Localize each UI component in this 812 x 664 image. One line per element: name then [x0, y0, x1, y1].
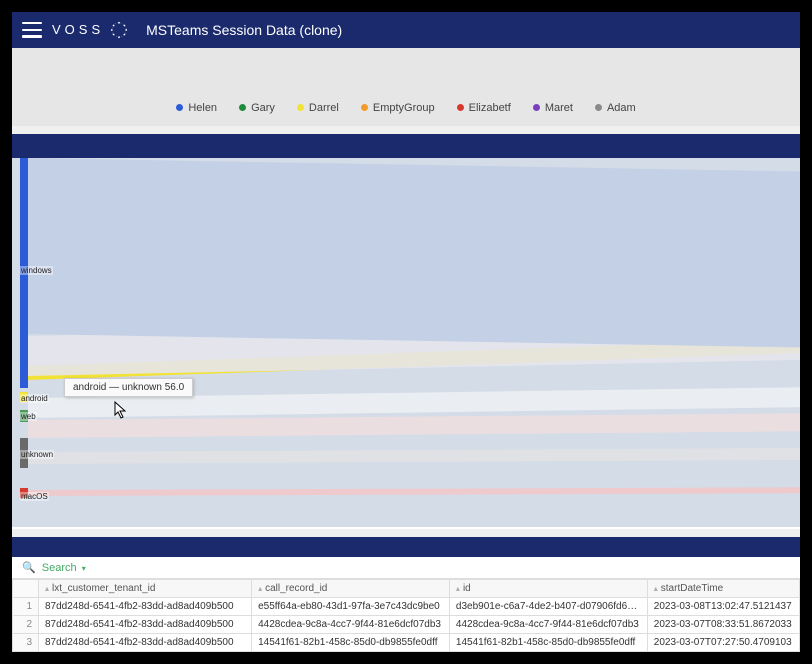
category-label: android	[20, 394, 49, 403]
legend-dot	[297, 104, 304, 111]
legend-item[interactable]: EmptyGroup	[361, 102, 435, 114]
table-cell: 14541f61-82b1-458c-85d0-db9855fe0dff	[449, 634, 647, 652]
chart-tooltip: android — unknown 56.0	[64, 378, 193, 397]
column-label: startDateTime	[661, 583, 723, 594]
table-header-bar	[12, 537, 800, 557]
legend-item[interactable]: Darrel	[297, 102, 339, 114]
search-icon: 🔍	[22, 562, 36, 574]
flow-band[interactable]	[28, 448, 800, 464]
column-label: id	[463, 583, 471, 594]
search-label: Search	[42, 562, 77, 574]
topbar: VOSS MSTeams Session Data (clone)	[12, 12, 800, 48]
legend-panel: Helen Gary Darrel EmptyGroup Elizabetf Maret A…	[12, 48, 800, 126]
table-cell: 2023-03-07T08:33:51.8672033	[647, 616, 799, 634]
table-panel: 🔍 Search ▾ ▴lxt_customer_tenant_id▴call_…	[12, 537, 800, 652]
legend-dot	[457, 104, 464, 111]
logo-text: VOSS	[52, 22, 104, 37]
table-cell: 87dd248d-6541-4fb2-83dd-ad8ad409b500	[39, 598, 252, 616]
sankey-chart[interactable]: windows android web unknown macOS android — u…	[12, 158, 800, 529]
legend-dot	[176, 104, 183, 111]
column-header[interactable]: ▴startDateTime	[647, 580, 799, 598]
category-label: windows	[20, 266, 53, 275]
table-cell: 4428cdea-9c8a-4cc7-9f44-81e6dcf07db3	[449, 616, 647, 634]
flow-band[interactable]	[28, 158, 800, 347]
legend-label: Helen	[188, 102, 217, 114]
table-row[interactable]: 287dd248d-6541-4fb2-83dd-ad8ad409b500442…	[13, 616, 800, 634]
table-cell: 2023-03-08T13:02:47.5121437	[647, 598, 799, 616]
column-header[interactable]: ▴call_record_id	[252, 580, 450, 598]
legend-item[interactable]: Gary	[239, 102, 275, 114]
category-label: web	[20, 412, 37, 421]
search-dropdown[interactable]: 🔍 Search ▾	[12, 557, 800, 579]
legend-dot	[361, 104, 368, 111]
table-cell: 87dd248d-6541-4fb2-83dd-ad8ad409b500	[39, 616, 252, 634]
legend-item[interactable]: Elizabetf	[457, 102, 511, 114]
flow-band[interactable]	[28, 413, 800, 438]
data-table: ▴lxt_customer_tenant_id▴call_record_id▴i…	[12, 579, 800, 652]
column-header[interactable]: ▴id	[449, 580, 647, 598]
menu-icon[interactable]	[22, 22, 42, 38]
chevron-down-icon: ▾	[82, 564, 86, 573]
table-row[interactable]: 187dd248d-6541-4fb2-83dd-ad8ad409b500e55…	[13, 598, 800, 616]
sort-icon: ▴	[456, 584, 460, 593]
sort-icon: ▴	[45, 584, 49, 593]
rownum-cell: 3	[13, 634, 39, 652]
column-label: lxt_customer_tenant_id	[52, 583, 155, 594]
rownum-cell: 1	[13, 598, 39, 616]
column-label: call_record_id	[265, 583, 327, 594]
legend-dot	[595, 104, 602, 111]
legend-label: Adam	[607, 102, 636, 114]
table-row[interactable]: 387dd248d-6541-4fb2-83dd-ad8ad409b500145…	[13, 634, 800, 652]
rownum-cell: 2	[13, 616, 39, 634]
table-cell: 2023-03-07T07:27:50.4709103	[647, 634, 799, 652]
legend-label: Maret	[545, 102, 573, 114]
category-label: macOS	[20, 492, 49, 501]
legend: Helen Gary Darrel EmptyGroup Elizabetf Maret A…	[176, 102, 635, 114]
legend-label: Gary	[251, 102, 275, 114]
legend-item[interactable]: Adam	[595, 102, 636, 114]
table-cell: 87dd248d-6541-4fb2-83dd-ad8ad409b500	[39, 634, 252, 652]
logo: VOSS	[52, 21, 128, 39]
legend-dot	[533, 104, 540, 111]
category-label: unknown	[20, 450, 54, 459]
flow-band[interactable]	[28, 487, 800, 496]
legend-label: Darrel	[309, 102, 339, 114]
rownum-header	[13, 580, 39, 598]
table-cell: e55ff64a-eb80-43d1-97fa-3e7c43dc9be0	[252, 598, 450, 616]
sort-icon: ▴	[654, 584, 658, 593]
table-cell: 14541f61-82b1-458c-85d0-db9855fe0dff	[252, 634, 450, 652]
sort-icon: ▴	[258, 584, 262, 593]
legend-item[interactable]: Maret	[533, 102, 573, 114]
table-cell: d3eb901e-c6a7-4de2-b407-d07906fd64be	[449, 598, 647, 616]
legend-label: EmptyGroup	[373, 102, 435, 114]
logo-icon	[110, 21, 128, 39]
legend-item[interactable]: Helen	[176, 102, 217, 114]
chart-header-bar	[12, 134, 800, 158]
app-root: VOSS MSTeams Session Data (clone) Helen G…	[12, 12, 800, 652]
legend-dot	[239, 104, 246, 111]
column-header[interactable]: ▴lxt_customer_tenant_id	[39, 580, 252, 598]
table-cell: 4428cdea-9c8a-4cc7-9f44-81e6dcf07db3	[252, 616, 450, 634]
page-title: MSTeams Session Data (clone)	[146, 22, 342, 38]
legend-label: Elizabetf	[469, 102, 511, 114]
